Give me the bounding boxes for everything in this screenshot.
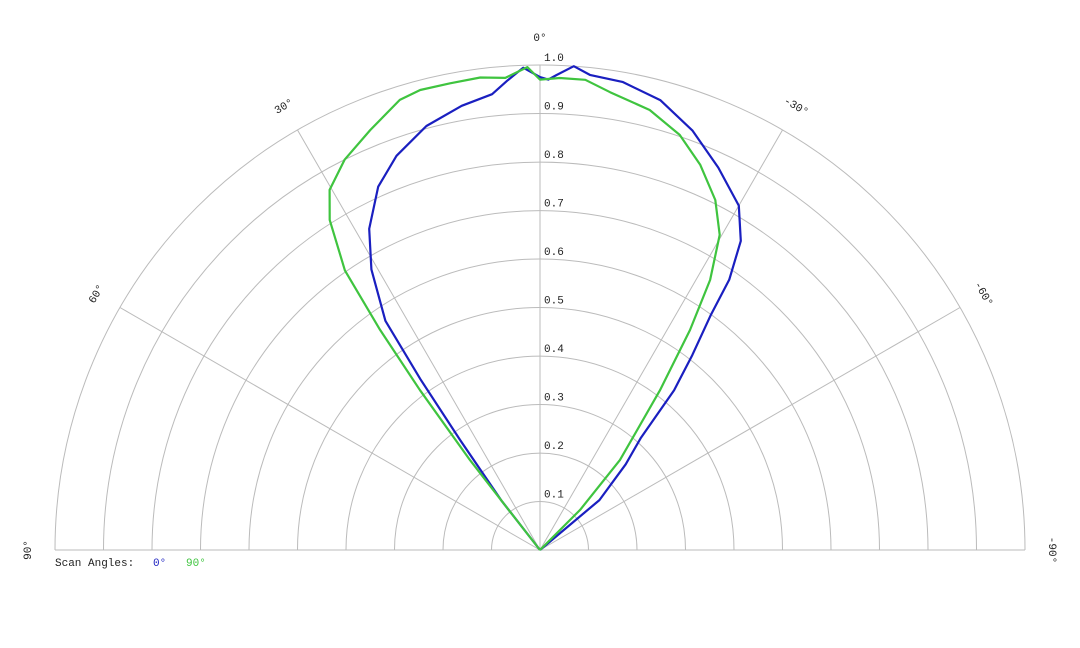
r-tick-label: 0.2: [544, 441, 564, 453]
theta-tick-label: -60°: [971, 280, 995, 309]
theta-tick-label: 90°: [23, 540, 35, 560]
series-line: [328, 66, 721, 551]
r-tick-label: 0.6: [544, 247, 564, 259]
theta-tick-label: -30°: [781, 96, 810, 120]
r-tick-label: 0.4: [544, 344, 564, 356]
r-tick-label: 1.0: [544, 53, 564, 65]
r-tick-label: 0.1: [544, 489, 564, 501]
legend-title: Scan Angles:: [55, 558, 134, 570]
legend-entry: 0°: [153, 558, 166, 570]
legend-entry: 90°: [186, 558, 206, 570]
r-tick-label: 0.8: [544, 150, 564, 162]
r-tick-label: 0.5: [544, 295, 564, 307]
theta-tick-label: 0°: [533, 33, 546, 45]
r-tick-label: 0.7: [544, 198, 564, 210]
series-line: [368, 65, 742, 551]
grid-spoke: [539, 307, 961, 551]
theta-tick-label: -90°: [1045, 537, 1057, 563]
r-tick-label: 0.9: [544, 101, 564, 113]
r-tick-label: 0.3: [544, 392, 564, 404]
grid-spoke: [297, 129, 541, 551]
grid-spoke: [119, 307, 541, 551]
theta-tick-label: 60°: [87, 283, 107, 306]
grid-spoke: [539, 129, 783, 551]
theta-tick-label: 30°: [273, 97, 296, 117]
